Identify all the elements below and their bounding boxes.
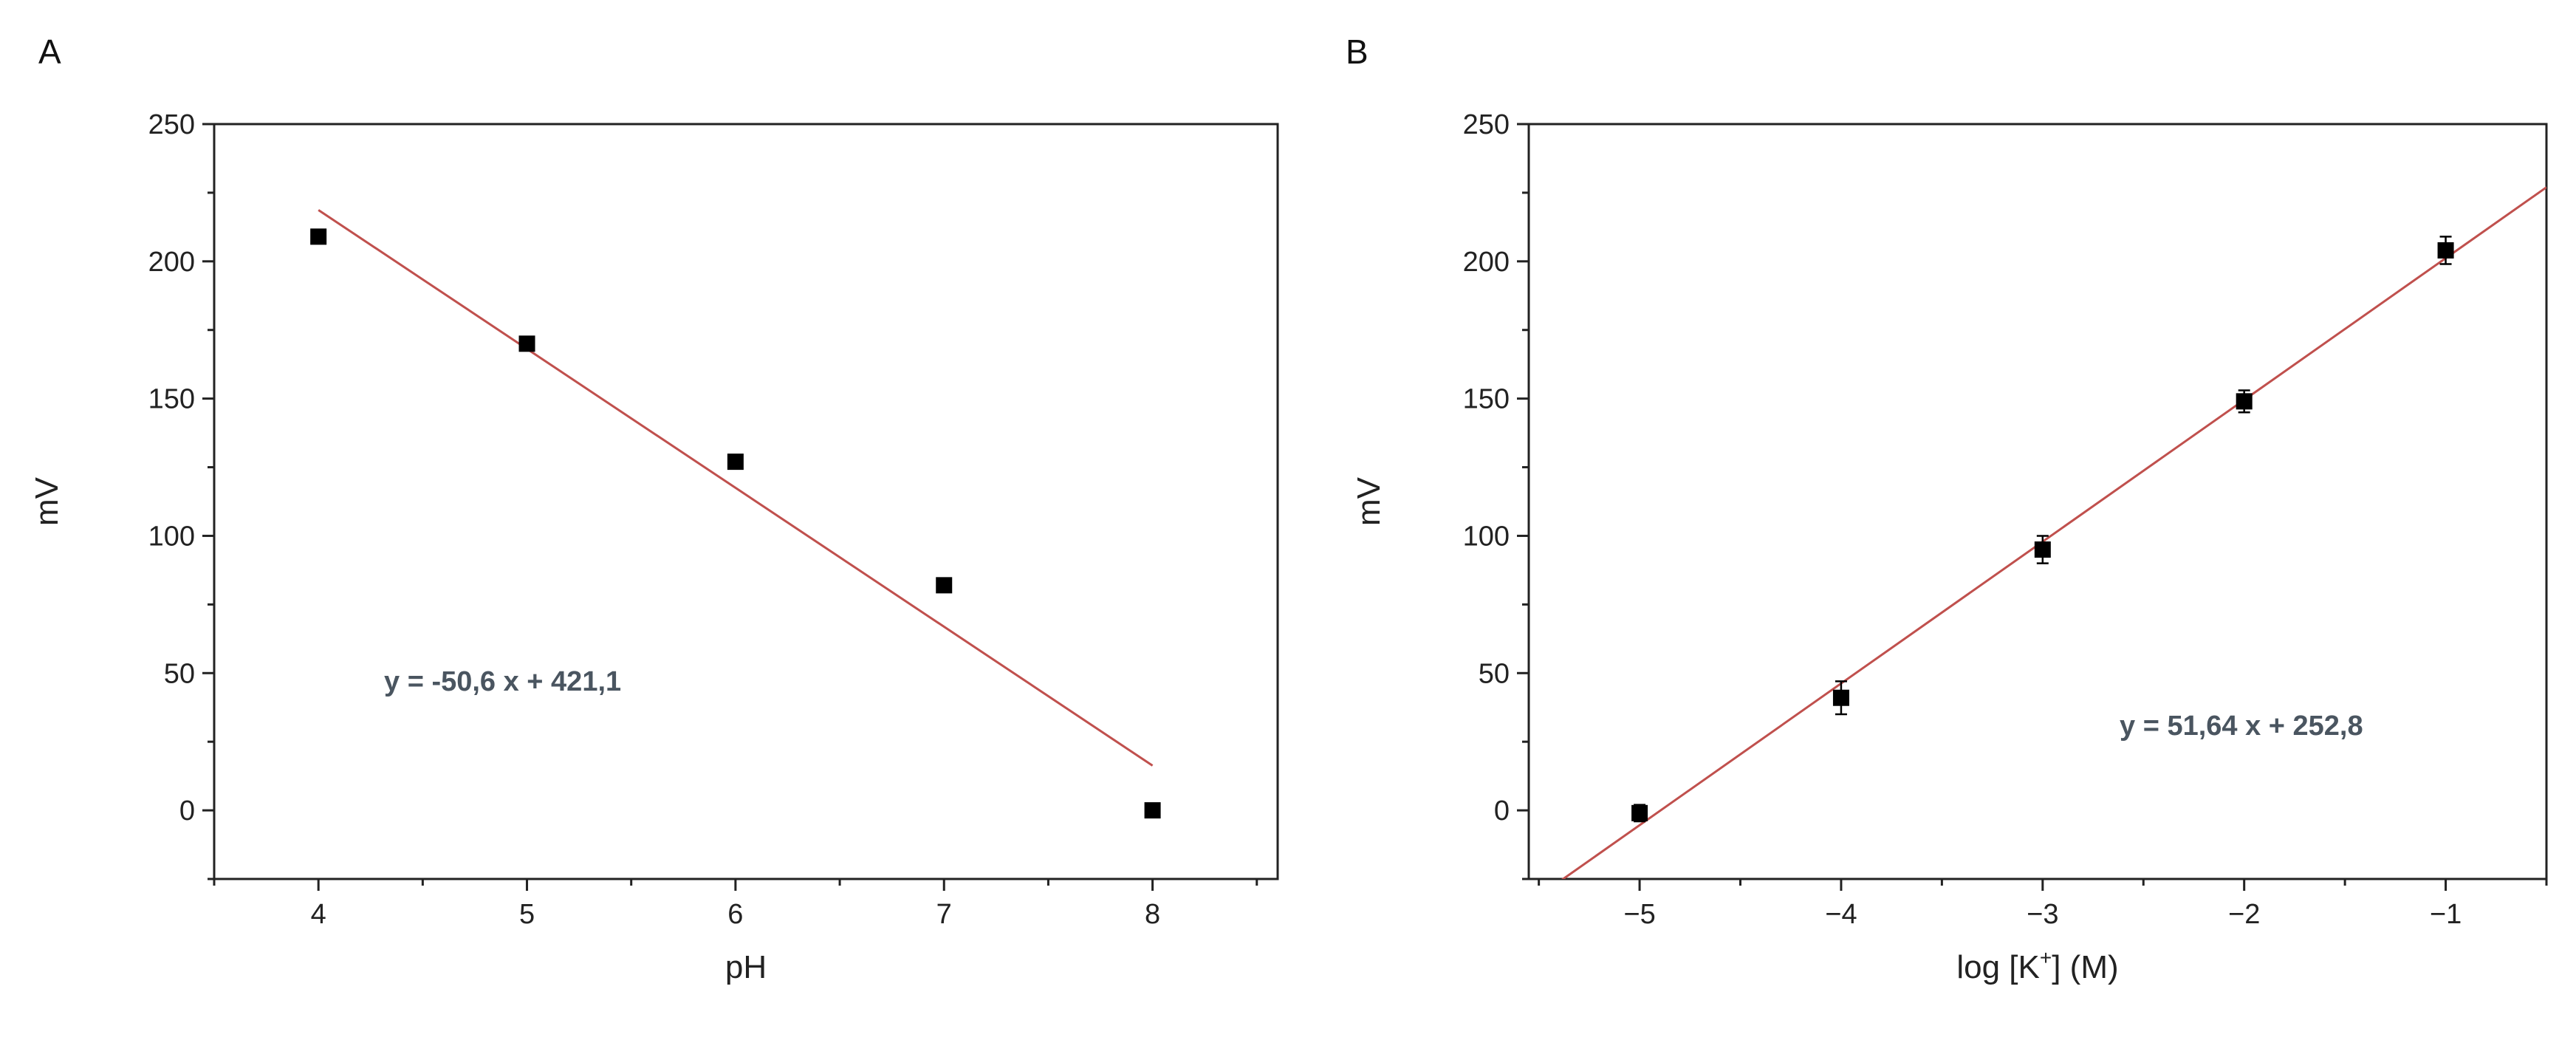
y-tick-label: 0 bbox=[1494, 796, 1510, 827]
x-tick-label: 5 bbox=[519, 899, 535, 930]
y-tick-label: 0 bbox=[179, 796, 195, 827]
data-point bbox=[1832, 689, 1849, 706]
y-tick-label: 50 bbox=[164, 658, 195, 689]
y-tick-label: 250 bbox=[148, 109, 195, 140]
data-point bbox=[2236, 393, 2253, 410]
x-tick-label: 6 bbox=[727, 899, 743, 930]
fit-equation: y = -50,6 x + 421,1 bbox=[384, 666, 621, 697]
y-tick-label: 150 bbox=[148, 384, 195, 415]
data-point bbox=[310, 228, 327, 245]
data-point bbox=[727, 454, 744, 471]
x-tick-label: −1 bbox=[2430, 899, 2462, 930]
x-tick-label: 8 bbox=[1145, 899, 1160, 930]
x-axis-title: pH bbox=[725, 949, 767, 985]
y-tick-label: 250 bbox=[1463, 109, 1510, 140]
panel-label: B bbox=[1346, 32, 1368, 71]
data-point bbox=[518, 335, 535, 352]
x-axis-title-main: log [K bbox=[1956, 949, 2040, 985]
y-tick-label: 50 bbox=[1479, 658, 1510, 689]
fit-line bbox=[318, 209, 1154, 767]
x-tick-label: −3 bbox=[2027, 899, 2058, 930]
y-tick-label: 200 bbox=[1463, 247, 1510, 278]
y-tick-label: 150 bbox=[1463, 384, 1510, 415]
x-tick-label: −5 bbox=[1623, 899, 1655, 930]
data-point bbox=[1144, 802, 1161, 819]
fit-equation: y = 51,64 x + 252,8 bbox=[2120, 711, 2363, 742]
x-axis-title: log [K+] (M) bbox=[1956, 946, 2118, 985]
x-axis-title-main: pH bbox=[725, 949, 767, 985]
plot-frame bbox=[213, 123, 1279, 880]
panel-label: A bbox=[38, 32, 61, 71]
y-tick-label: 100 bbox=[1463, 521, 1510, 552]
x-tick-label: 4 bbox=[311, 899, 326, 930]
plot-frame bbox=[1527, 123, 2548, 880]
y-tick-label: 100 bbox=[148, 521, 195, 552]
data-point bbox=[1631, 804, 1648, 821]
y-axis-title: mV bbox=[29, 476, 65, 526]
x-tick-label: 7 bbox=[936, 899, 952, 930]
x-tick-label: −4 bbox=[1825, 899, 1857, 930]
data-point bbox=[936, 577, 953, 594]
x-tick-label: −2 bbox=[2228, 899, 2260, 930]
x-axis-title-suffix: ] (M) bbox=[2052, 949, 2118, 985]
y-axis-title: mV bbox=[1351, 476, 1387, 526]
y-tick-label: 200 bbox=[148, 247, 195, 278]
panel-a: A 4 5 6 7 8 0 50 100 150 200 250 pH mV y = -50,6 x + 4… bbox=[29, 32, 1279, 985]
data-point bbox=[2034, 541, 2051, 558]
data-point bbox=[2437, 242, 2454, 259]
panel-b: B −5 −4 −3 −2 −1 0 50 100 150 200 250 log [K+] (M) mV… bbox=[1346, 32, 2548, 985]
x-axis-title-superscript: + bbox=[2040, 946, 2052, 969]
